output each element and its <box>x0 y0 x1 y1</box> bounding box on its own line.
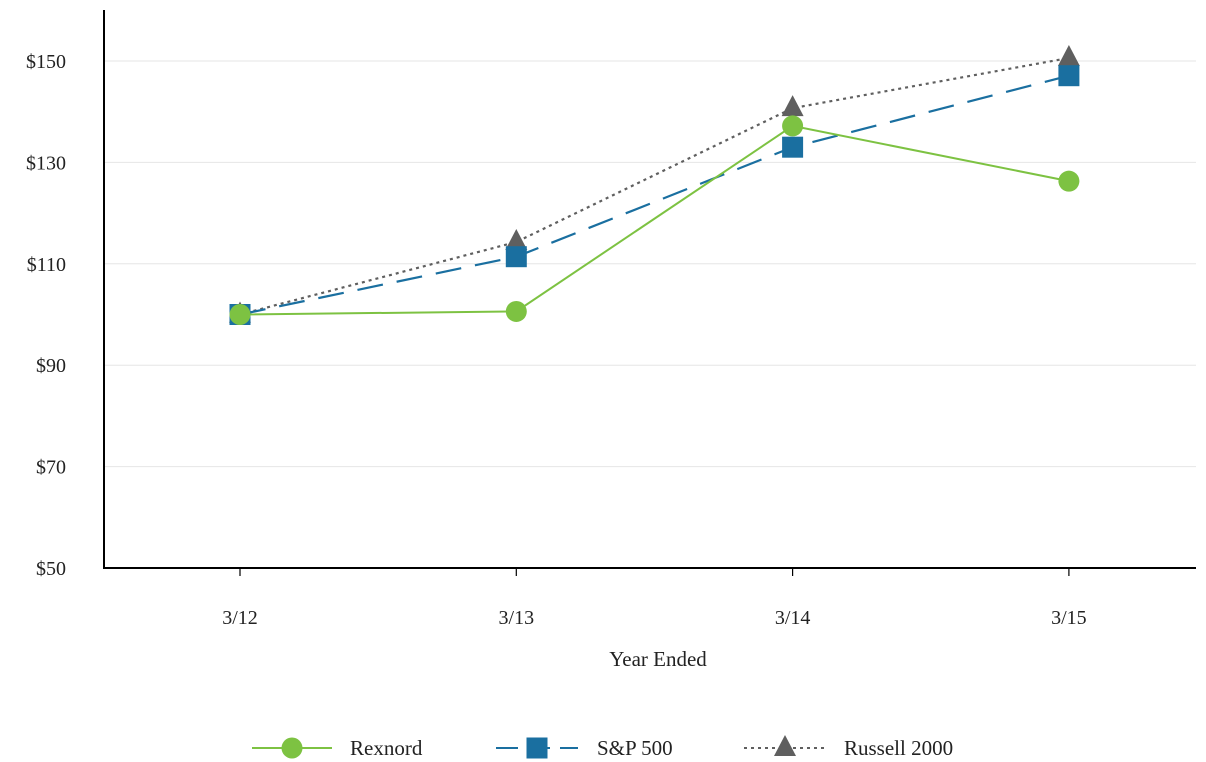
x-tick-label: 3/13 <box>499 607 535 629</box>
y-tick-label: $70 <box>36 457 66 479</box>
series-markers <box>229 44 1080 325</box>
data-point-russell-2000 <box>1057 44 1080 66</box>
legend: Rexnord S&P 500 Russell 2000 <box>252 735 953 760</box>
data-point-rexnord <box>505 300 527 322</box>
series-line-russell-2000 <box>239 56 1070 316</box>
x-axis-title: Year Ended <box>609 647 707 671</box>
legend-marker-rexnord <box>281 737 303 759</box>
y-tick-label: $150 <box>26 51 66 73</box>
x-tick-label: 3/15 <box>1051 607 1087 629</box>
data-point-russell-2000 <box>781 95 804 117</box>
data-point-s-p-500 <box>782 136 804 158</box>
y-tick-label: $130 <box>26 152 66 174</box>
data-point-russell-2000 <box>505 228 528 250</box>
legend-item-russell-2000: Russell 2000 <box>744 735 953 760</box>
gridlines <box>104 60 1196 468</box>
legend-label-s-p-500: S&P 500 <box>597 736 673 760</box>
data-point-s-p-500 <box>505 246 527 268</box>
y-tick-label: $110 <box>27 254 66 276</box>
legend-item-s-p-500: S&P 500 <box>496 736 673 760</box>
y-tick-label: $90 <box>36 355 66 377</box>
legend-marker-s-p-500 <box>526 737 548 759</box>
data-point-s-p-500 <box>1058 65 1080 87</box>
x-tick-label: 3/14 <box>775 607 811 629</box>
data-point-rexnord <box>782 115 804 137</box>
legend-label-russell-2000: Russell 2000 <box>844 736 953 760</box>
legend-item-rexnord: Rexnord <box>252 736 423 760</box>
legend-label-rexnord: Rexnord <box>350 736 423 760</box>
data-point-rexnord <box>1058 170 1080 192</box>
y-tick-label: $50 <box>36 558 66 580</box>
axes <box>103 10 1196 576</box>
series-lines <box>239 56 1070 316</box>
series-line-s-p-500 <box>239 74 1070 316</box>
legend-marker-russell-2000 <box>774 735 796 756</box>
tick-labels: $50 $70 $90 $110 $130 $150 3/12 3/13 3/14 3/15 <box>26 51 1087 629</box>
x-tick-label: 3/12 <box>222 607 258 629</box>
data-point-rexnord <box>229 304 251 325</box>
series-line-rexnord <box>239 124 1070 316</box>
